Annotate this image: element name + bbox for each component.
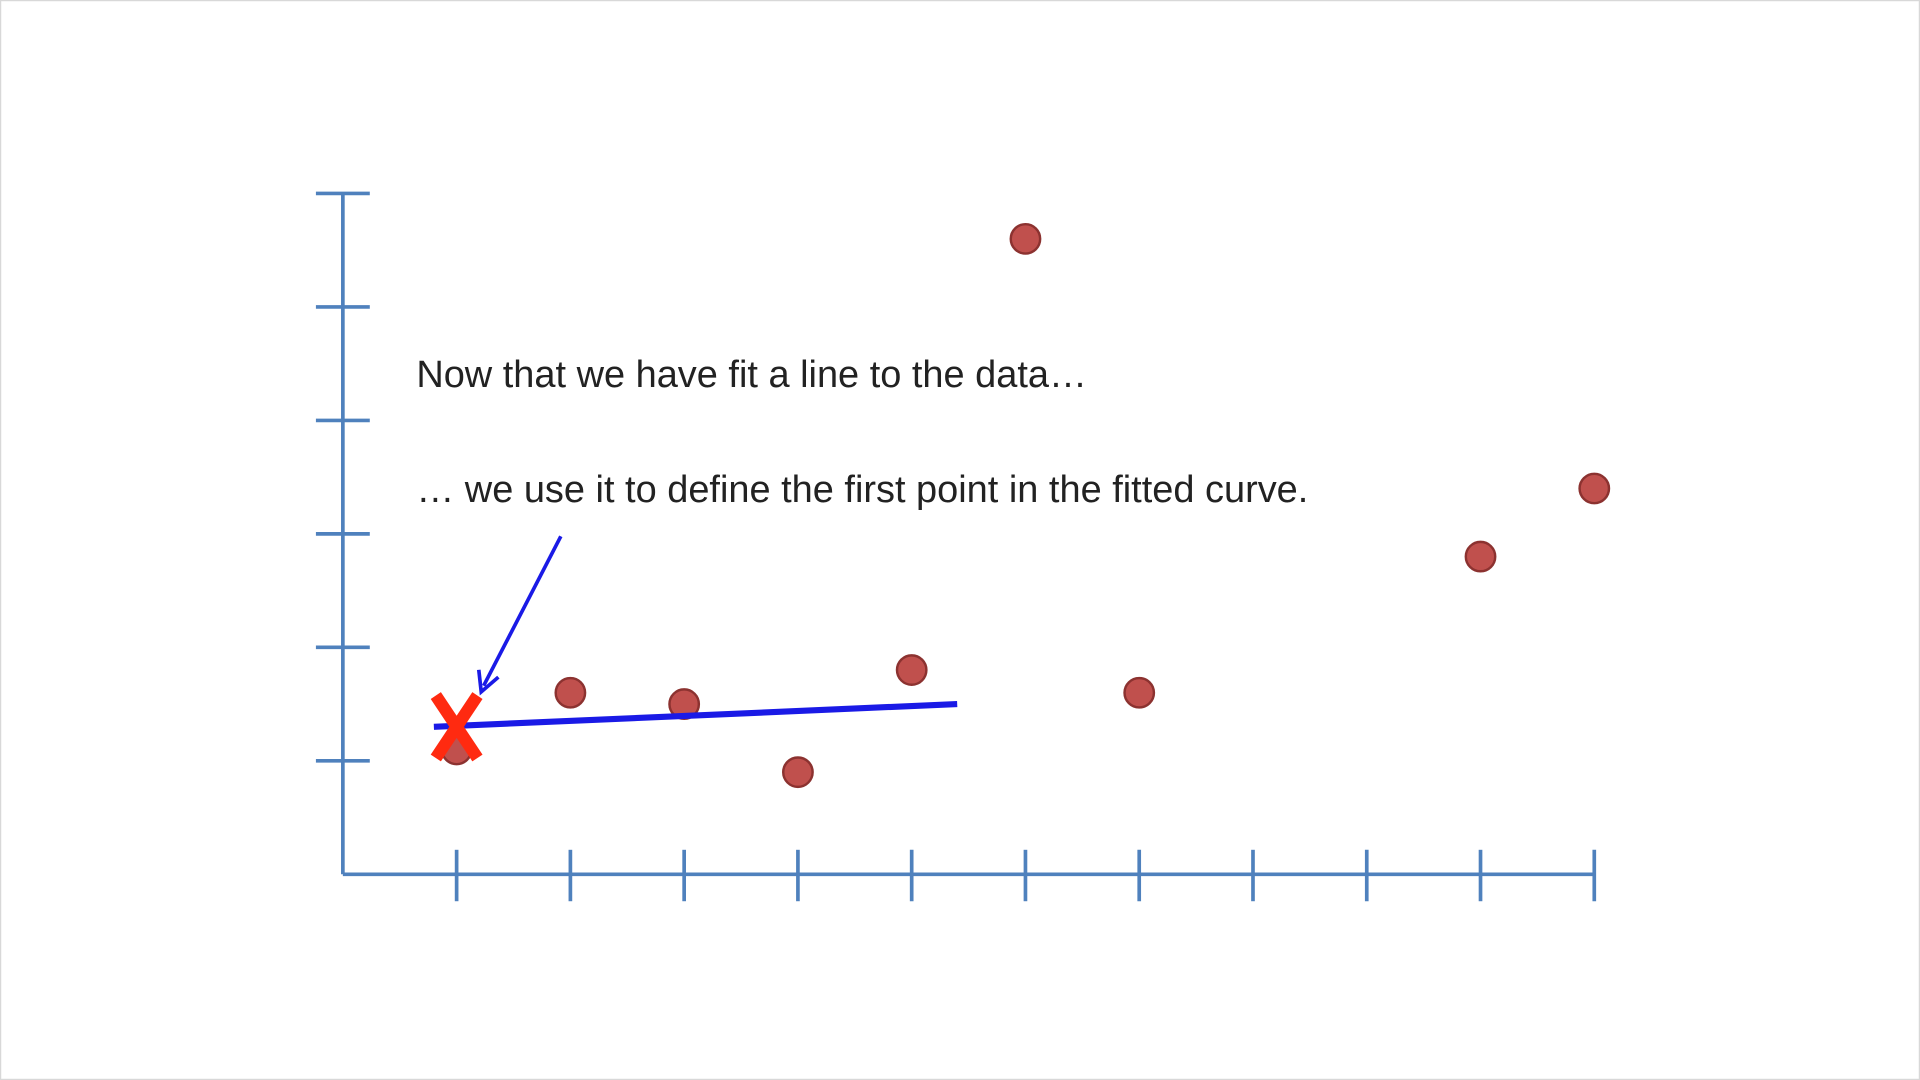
- data-point: [782, 756, 814, 789]
- data-point: [895, 654, 928, 686]
- data-point: [1123, 676, 1156, 709]
- data-point: [554, 676, 587, 709]
- data-point: [1009, 222, 1042, 255]
- annotation: … we use it to define the first point in…: [416, 469, 1308, 511]
- fitted-point-marker: [430, 692, 483, 762]
- arrow-shaft: [482, 535, 563, 687]
- data-point: [1464, 540, 1497, 573]
- arrow: [476, 535, 563, 696]
- annotation: Now that we have fit a line to the data…: [416, 354, 1087, 396]
- data-point: [1578, 472, 1611, 505]
- fit-line: [433, 701, 958, 730]
- arrow-head: [476, 669, 500, 696]
